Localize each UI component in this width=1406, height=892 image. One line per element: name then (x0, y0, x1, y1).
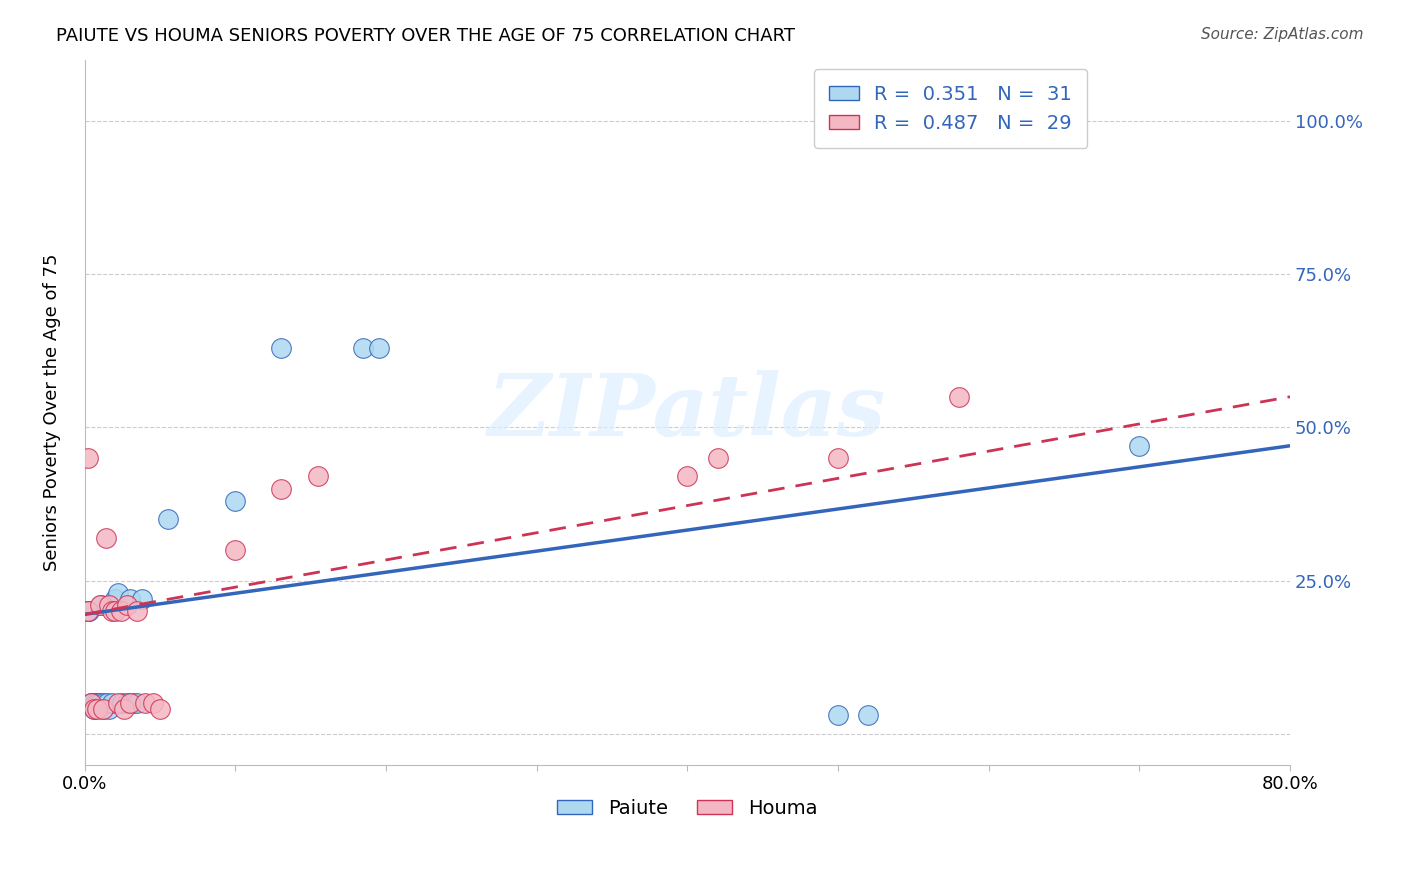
Point (94, 531, 117, 545)
Point (107, 696, 129, 710)
Point (307, 469, 329, 483)
Point (270, 341, 292, 355)
Point (89, 598, 111, 612)
Point (89, 696, 111, 710)
Point (224, 494, 246, 508)
Point (127, 696, 149, 710)
Point (856, 708, 879, 723)
Point (84, 696, 107, 710)
Point (115, 696, 138, 710)
Point (83, 702, 105, 716)
Point (131, 592, 153, 607)
Point (1128, 439, 1150, 453)
Point (156, 512, 179, 526)
Legend: Paiute, Houma: Paiute, Houma (550, 790, 825, 825)
Point (122, 696, 145, 710)
Point (91, 702, 114, 716)
Point (224, 543, 246, 558)
Point (141, 696, 163, 710)
Point (367, 341, 389, 355)
Point (97, 598, 120, 612)
Point (676, 469, 699, 483)
Point (706, 450, 728, 465)
Point (149, 702, 172, 716)
Point (101, 696, 124, 710)
Point (96, 696, 118, 710)
Y-axis label: Seniors Poverty Over the Age of 75: Seniors Poverty Over the Age of 75 (44, 253, 60, 571)
Text: ZIPatlas: ZIPatlas (488, 370, 886, 454)
Point (97, 702, 120, 716)
Point (91, 702, 114, 716)
Text: PAIUTE VS HOUMA SENIORS POVERTY OVER THE AGE OF 75 CORRELATION CHART: PAIUTE VS HOUMA SENIORS POVERTY OVER THE… (56, 27, 796, 45)
Point (93, 696, 115, 710)
Point (110, 604, 132, 618)
Point (827, 708, 849, 723)
Point (86, 696, 108, 710)
Point (127, 604, 149, 618)
Point (115, 598, 138, 612)
Point (948, 390, 970, 404)
Point (827, 450, 849, 465)
Point (86, 702, 108, 716)
Point (353, 341, 375, 355)
Point (87, 696, 110, 710)
Point (77, 604, 100, 618)
Point (80, 696, 103, 710)
Point (76, 604, 98, 618)
Point (80, 696, 103, 710)
Point (112, 702, 135, 716)
Point (118, 696, 141, 710)
Point (270, 482, 292, 496)
Point (83, 702, 105, 716)
Point (104, 592, 127, 607)
Point (101, 604, 124, 618)
Point (90, 598, 112, 612)
Point (134, 696, 156, 710)
Point (82, 696, 104, 710)
Point (76, 450, 98, 465)
Point (76, 604, 98, 618)
Point (107, 586, 129, 600)
Point (111, 696, 134, 710)
Text: Source: ZipAtlas.com: Source: ZipAtlas.com (1201, 27, 1364, 42)
Point (118, 592, 141, 607)
Point (104, 604, 127, 618)
